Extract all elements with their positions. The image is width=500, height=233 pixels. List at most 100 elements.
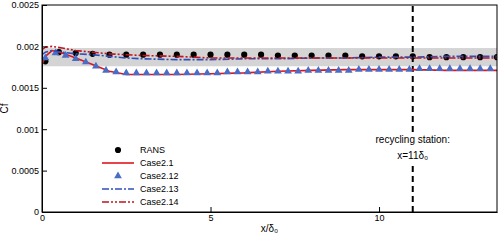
legend-label: Case2.13 [140, 184, 179, 194]
series-point [140, 52, 146, 58]
legend-swatch [114, 172, 122, 179]
series-point [456, 64, 464, 71]
series-point [314, 66, 322, 73]
series-point [193, 68, 201, 75]
series-point [92, 62, 100, 69]
tick: 5 [209, 207, 214, 223]
tick-mark [42, 5, 47, 6]
series [42, 49, 494, 76]
legend-item: Case2.14 [102, 197, 179, 207]
tick-mark [379, 207, 380, 212]
series-line [42, 46, 497, 58]
annotation-bg [373, 133, 451, 162]
tick: 10 [375, 207, 385, 223]
series-point [102, 66, 110, 73]
tick-label: 0.001 [16, 125, 39, 135]
tick: 0.001 [16, 125, 47, 135]
axis-line [43, 212, 498, 213]
band [42, 48, 497, 66]
series-point [82, 58, 90, 65]
series-point [355, 65, 363, 72]
series-point [385, 65, 393, 72]
legend-label: Case2.12 [140, 171, 179, 181]
series-point [460, 54, 466, 60]
series-point [112, 68, 120, 75]
series-point [477, 54, 483, 60]
series-point [446, 64, 454, 71]
tick: 0.0015 [11, 83, 47, 93]
series-point [254, 68, 262, 75]
series-point [143, 68, 151, 75]
tick-label: 5 [209, 213, 214, 223]
tick-mark [42, 129, 47, 130]
legend-item: Case2.13 [102, 184, 179, 194]
series-point [244, 68, 252, 75]
axis-line [42, 6, 43, 213]
series-point [405, 65, 413, 72]
tick-mark [42, 212, 47, 213]
series-point [375, 65, 383, 72]
series-point [426, 64, 434, 71]
marks [42, 5, 497, 212]
series-point [72, 54, 80, 61]
series-point [436, 64, 444, 71]
series [42, 46, 497, 58]
series-point [476, 64, 484, 71]
tick: 0.0025 [11, 0, 47, 10]
y-axis: 0 0.0005 0.001 0.0015 0.002 0.0025 [11, 0, 47, 217]
recycling-line [412, 5, 414, 212]
legend-label: Case2.14 [140, 197, 179, 207]
tick: 0.0005 [11, 166, 47, 176]
tick-mark [211, 207, 212, 212]
series-point [224, 52, 230, 58]
series-point [203, 68, 211, 75]
annotation-text: recycling station: [375, 134, 449, 145]
tick-label: 0 [34, 207, 39, 217]
tick-mark [42, 171, 47, 172]
series-point [466, 64, 474, 71]
series-point [223, 68, 231, 75]
legend-item: Case2.1 [102, 158, 174, 168]
series-point [207, 52, 213, 58]
series-point [157, 52, 163, 58]
legend-swatch [102, 201, 134, 203]
legend-swatch [102, 162, 134, 164]
series-point [213, 68, 221, 75]
series-point [274, 67, 282, 74]
y-axis-title: Cf [0, 103, 10, 113]
series-point [416, 64, 424, 71]
tick-label: 0 [40, 213, 45, 223]
series-point [132, 68, 140, 75]
series-point [183, 68, 191, 75]
series-point [486, 64, 494, 71]
frame [42, 5, 497, 212]
series-point [234, 68, 242, 75]
series-point [284, 67, 292, 74]
series-point [241, 52, 247, 58]
legend-label: RANS [140, 145, 165, 155]
series-point [365, 65, 373, 72]
series-point [335, 66, 343, 73]
series-point [258, 52, 264, 58]
series-point [264, 67, 272, 74]
legend: RANS Case2.1 Case2.12 Case2.13 Case2.14 [102, 145, 179, 207]
tick-label: 0.0025 [11, 0, 39, 10]
series-point [325, 66, 333, 73]
annotation-text: x=11δ₀ [397, 150, 428, 161]
series-point [294, 67, 302, 74]
tick-mark [42, 46, 47, 47]
series-point [173, 68, 181, 75]
annotation: recycling station: x=11δ₀ [373, 133, 451, 162]
x-axis: 0 5 10 [40, 207, 498, 223]
tick-label: 10 [375, 213, 385, 223]
legend-item: RANS [115, 145, 165, 155]
tick: 0.002 [16, 42, 47, 52]
tick-mark [42, 88, 47, 89]
x-axis-title: x/δ₀ [261, 223, 279, 233]
tick-label: 0.0005 [11, 166, 39, 176]
series-point [153, 68, 161, 75]
series-point [163, 68, 171, 75]
series-point [304, 66, 312, 73]
tick-label: 0.002 [16, 42, 39, 52]
chart: 0 5 10 0 0.0005 0.001 0.0015 0.002 0.0025 recycli… [0, 0, 500, 233]
